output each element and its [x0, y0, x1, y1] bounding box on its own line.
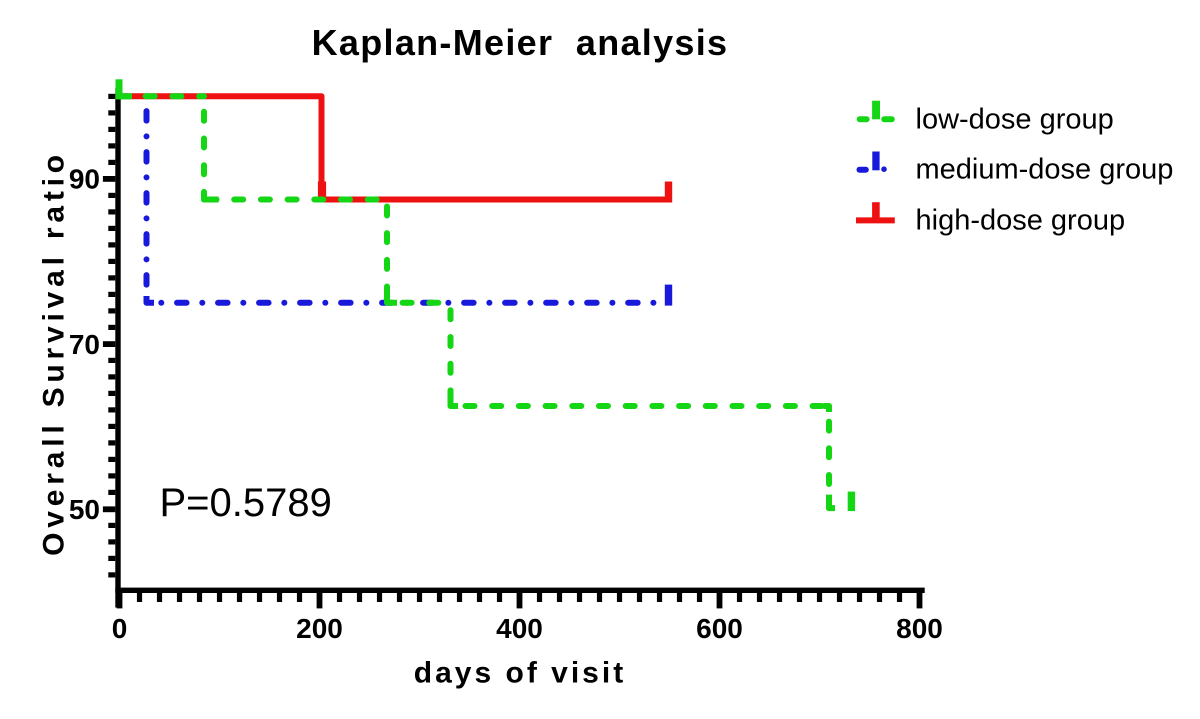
svg-text:800: 800 [896, 613, 943, 644]
svg-text:400: 400 [496, 613, 543, 644]
svg-text:0: 0 [112, 613, 128, 644]
svg-text:high-dose group: high-dose group [916, 205, 1126, 237]
svg-text:50: 50 [69, 494, 100, 525]
svg-text:days of visit: days of visit [414, 657, 626, 690]
svg-text:P=0.5789: P=0.5789 [160, 481, 332, 525]
svg-text:70: 70 [69, 329, 100, 360]
svg-text:90: 90 [69, 164, 100, 195]
svg-text:low-dose group: low-dose group [916, 104, 1114, 136]
svg-text:Overall Survival ratio: Overall Survival ratio [38, 150, 71, 556]
svg-text:600: 600 [696, 613, 743, 644]
svg-text:Kaplan-Meier analysis: Kaplan-Meier analysis [312, 22, 729, 63]
svg-text:medium-dose group: medium-dose group [916, 154, 1174, 186]
svg-text:200: 200 [296, 613, 343, 644]
